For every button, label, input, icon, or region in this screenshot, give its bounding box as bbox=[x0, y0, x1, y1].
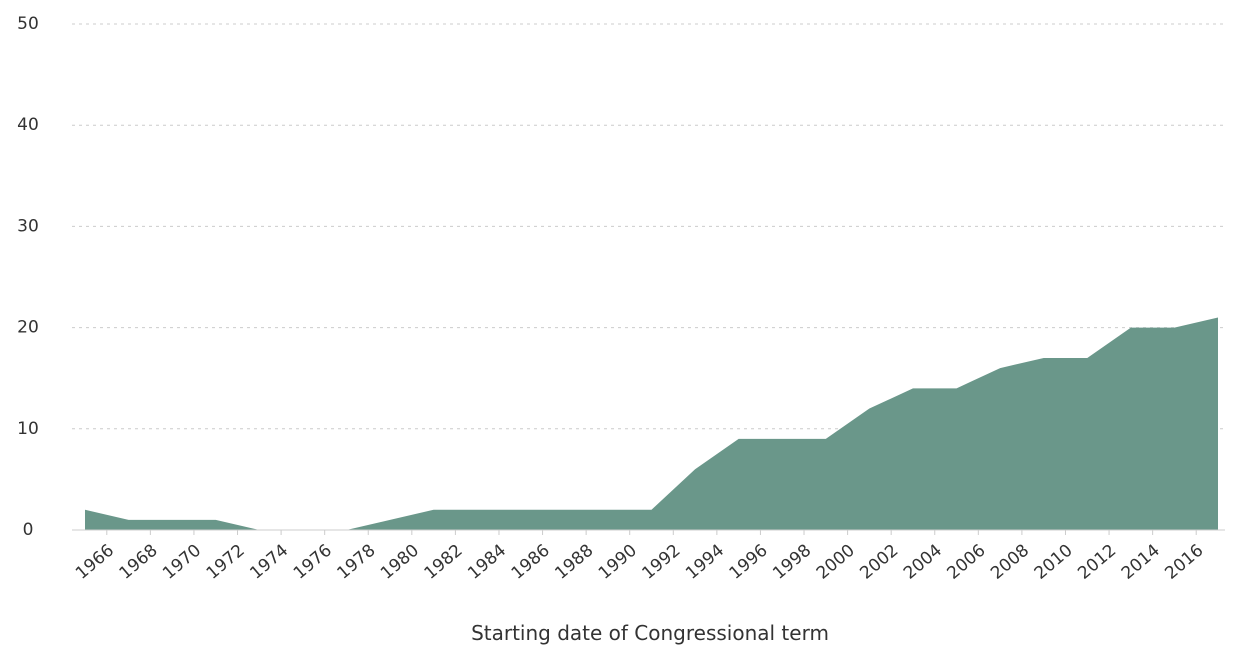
x-tick-label: 1970 bbox=[159, 541, 205, 584]
x-tick-label: 1990 bbox=[595, 541, 641, 584]
y-tick-label: 0 bbox=[23, 520, 34, 540]
x-tick-label: 1966 bbox=[72, 541, 118, 584]
x-tick-label: 1996 bbox=[726, 541, 772, 584]
x-tick-label: 1980 bbox=[377, 541, 423, 584]
x-tick-label: 1976 bbox=[290, 541, 336, 584]
x-tick-label: 2004 bbox=[900, 541, 946, 584]
x-tick-label: 1986 bbox=[508, 541, 554, 584]
x-tick-label: 1992 bbox=[639, 541, 685, 584]
x-tick-label: 1972 bbox=[203, 541, 249, 584]
x-tick-label: 1982 bbox=[421, 541, 467, 584]
y-tick-label: 20 bbox=[17, 318, 39, 338]
x-tick-label: 2000 bbox=[813, 541, 859, 584]
x-tick-label: 2002 bbox=[856, 541, 902, 584]
y-tick-label: 40 bbox=[17, 115, 39, 135]
x-tick-label: 2014 bbox=[1118, 541, 1164, 584]
x-tick-label: 2008 bbox=[987, 541, 1033, 584]
x-tick-label: 1994 bbox=[682, 541, 728, 584]
x-tick-label: 2012 bbox=[1074, 541, 1120, 584]
x-tick-label: 2010 bbox=[1031, 541, 1077, 584]
y-tick-label: 30 bbox=[17, 216, 39, 236]
x-tick-label: 1974 bbox=[246, 541, 292, 584]
x-axis-label: Starting date of Congressional term bbox=[471, 621, 829, 645]
y-tick-label: 10 bbox=[17, 419, 39, 439]
x-tick-label: 1998 bbox=[769, 541, 815, 584]
x-tick-label: 2016 bbox=[1161, 541, 1207, 584]
x-tick-label: 2006 bbox=[944, 541, 990, 584]
x-tick-label: 1984 bbox=[464, 541, 510, 584]
x-tick-label: 1968 bbox=[116, 541, 162, 584]
area bbox=[85, 317, 1218, 530]
x-tick-label: 1988 bbox=[551, 541, 597, 584]
x-tick-label: 1978 bbox=[333, 541, 379, 584]
y-tick-label: 50 bbox=[17, 14, 39, 34]
